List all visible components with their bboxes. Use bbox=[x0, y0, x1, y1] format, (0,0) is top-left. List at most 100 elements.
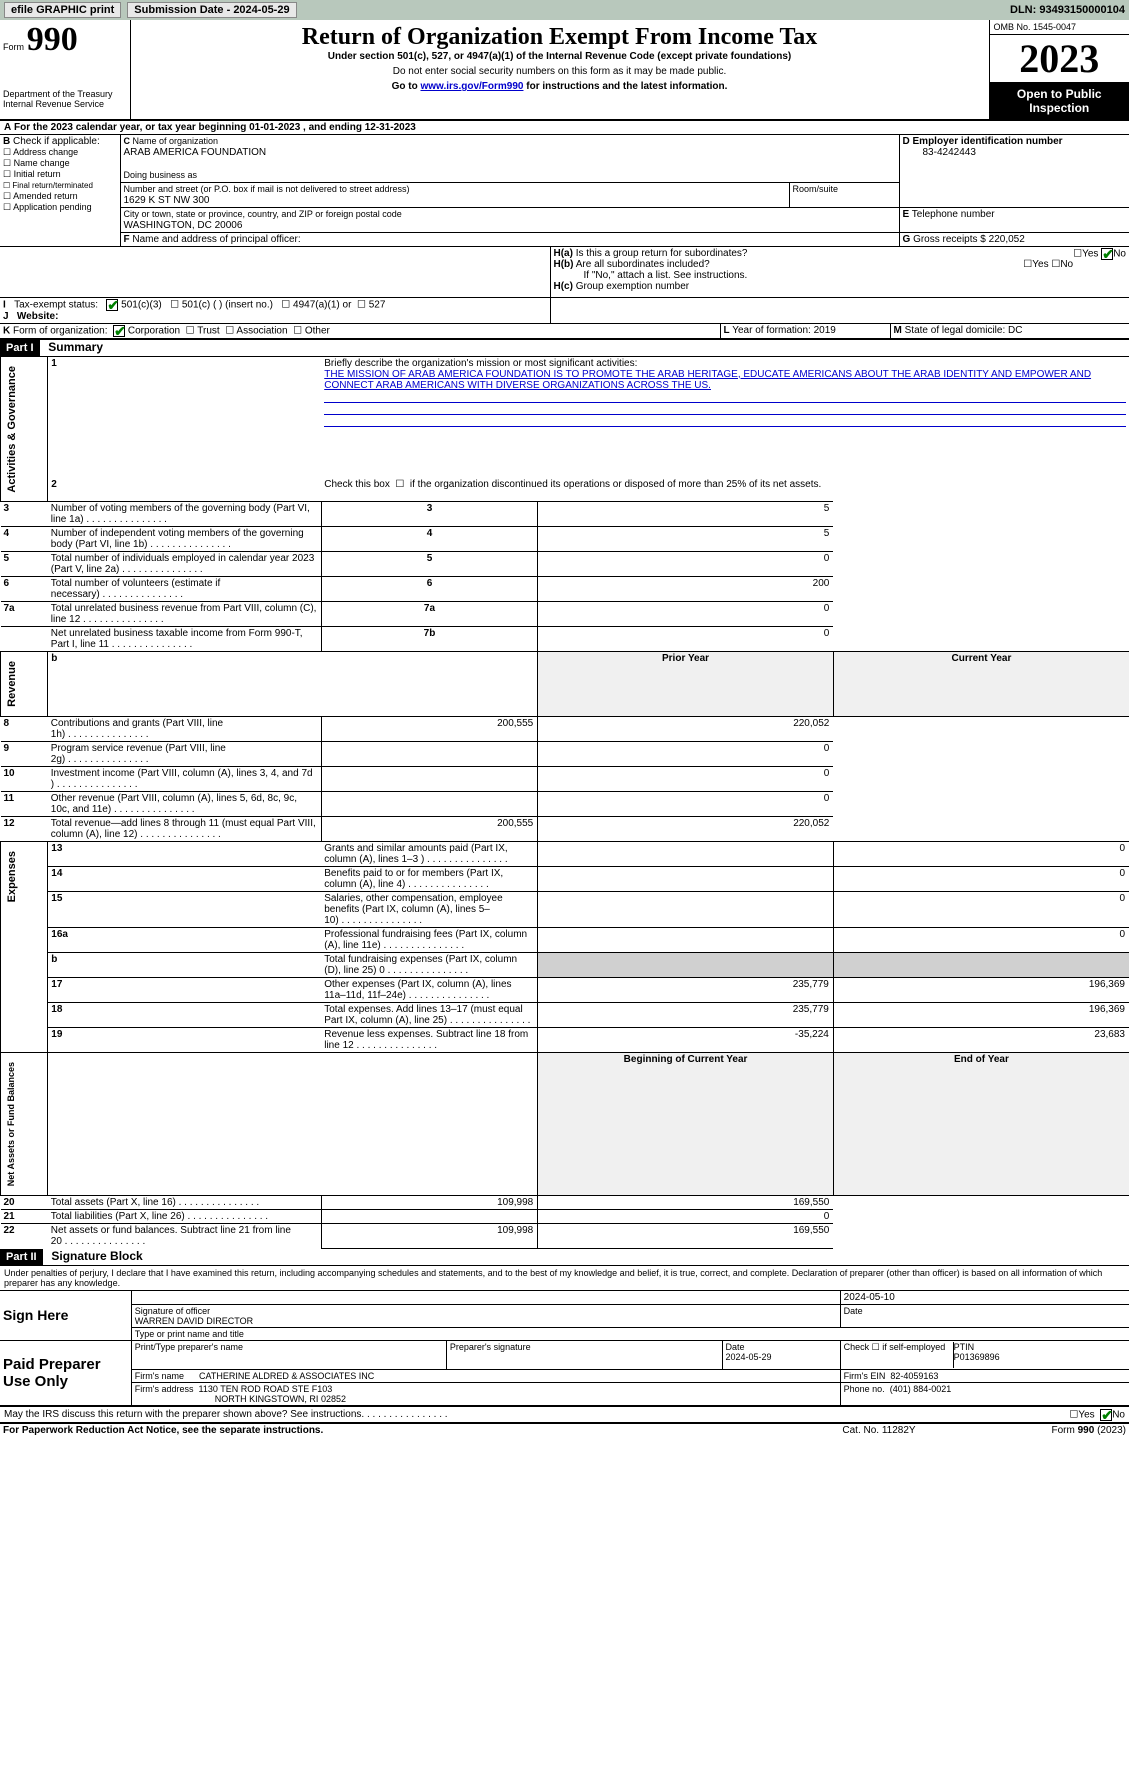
b-opt-3[interactable]: ☐ Final return/terminated bbox=[3, 181, 93, 190]
name-label: C Name of organization bbox=[124, 136, 219, 146]
prep-date-label: Date bbox=[726, 1342, 745, 1352]
current-year-header: Current Year bbox=[833, 652, 1129, 717]
discuss-no-checked[interactable] bbox=[1100, 1409, 1112, 1421]
revenue-label: Revenue bbox=[4, 653, 20, 715]
tax-year: 2023 bbox=[990, 35, 1129, 83]
officer-name: WARREN DAVID DIRECTOR bbox=[135, 1316, 253, 1326]
b-opt-4[interactable]: ☐ Amended return bbox=[3, 191, 78, 201]
form-number: 990 bbox=[27, 21, 78, 58]
hc-text: Group exemption number bbox=[576, 281, 689, 292]
k-l-m-block: K Form of organization: Corporation ☐ Tr… bbox=[0, 324, 1129, 340]
line2-text: Check this box ☐ if the organization dis… bbox=[321, 478, 1129, 501]
city-label: City or town, state or province, country… bbox=[124, 209, 402, 219]
501c3-checked[interactable] bbox=[106, 299, 118, 311]
date-label: Date bbox=[840, 1304, 1129, 1327]
b-opt-0[interactable]: ☐ Address change bbox=[3, 147, 78, 157]
ssn-note: Do not enter social security numbers on … bbox=[141, 66, 979, 77]
form-footer: Form 990 (2023) bbox=[979, 1424, 1129, 1437]
f-h-block: H(a) Is this a group return for subordin… bbox=[0, 247, 1129, 298]
discuss-no: No bbox=[1112, 1409, 1125, 1420]
opt-corp: Corporation bbox=[128, 325, 180, 336]
b-opt-5[interactable]: ☐ Application pending bbox=[3, 202, 92, 212]
street-value: 1629 K ST NW 300 bbox=[124, 195, 210, 206]
submission-date: Submission Date - 2024-05-29 bbox=[127, 2, 296, 18]
cat-no: Cat. No. 11282Y bbox=[779, 1424, 979, 1437]
activities-label: Activities & Governance bbox=[4, 358, 20, 501]
sig-officer-label: Signature of officer bbox=[135, 1306, 210, 1316]
opt-assoc: Association bbox=[236, 325, 287, 336]
phone-label-e: Telephone number bbox=[912, 209, 995, 220]
opt-trust: Trust bbox=[197, 325, 219, 336]
form-prefix: Form bbox=[3, 42, 24, 52]
domicile-label: State of legal domicile: bbox=[905, 325, 1006, 336]
begin-year-header: Beginning of Current Year bbox=[538, 1052, 834, 1195]
firm-ein-label: Firm's EIN bbox=[844, 1371, 886, 1381]
check-self-employed[interactable]: Check ☐ if self-employed bbox=[844, 1342, 954, 1368]
irs-label: Internal Revenue Service bbox=[3, 99, 127, 109]
paid-preparer-label: Paid Preparer Use Only bbox=[0, 1340, 131, 1406]
dba-label: Doing business as bbox=[124, 170, 198, 180]
discuss-row: May the IRS discuss this return with the… bbox=[0, 1407, 1129, 1424]
form-header: Form 990 Department of the Treasury Inte… bbox=[0, 20, 1129, 121]
opt-501c: 501(c) ( ) (insert no.) bbox=[182, 299, 273, 310]
prior-year-header: Prior Year bbox=[538, 652, 834, 717]
goto-line: Go to www.irs.gov/Form990 for instructio… bbox=[141, 81, 979, 92]
firm-name: CATHERINE ALDRED & ASSOCIATES INC bbox=[199, 1371, 374, 1381]
part1-badge: Part I bbox=[0, 340, 40, 356]
goto-prefix: Go to bbox=[392, 81, 421, 92]
signature-table: Sign Here 2024-05-10 Signature of office… bbox=[0, 1291, 1129, 1407]
print-name-label: Print/Type preparer's name bbox=[131, 1340, 446, 1369]
opt-other: Other bbox=[305, 325, 330, 336]
yes-label-2: Yes bbox=[1032, 259, 1048, 270]
omb: OMB No. 1545-0047 bbox=[990, 20, 1129, 35]
corp-checked[interactable] bbox=[113, 325, 125, 337]
part1-header-row: Part I Summary bbox=[0, 340, 1129, 357]
opt-527: 527 bbox=[369, 299, 386, 310]
ptin-value: P01369896 bbox=[954, 1352, 1000, 1362]
ha-no-checked[interactable] bbox=[1101, 248, 1113, 260]
no-label: No bbox=[1113, 249, 1126, 260]
firm-ein: 82-4059163 bbox=[890, 1371, 938, 1381]
efile-button[interactable]: efile GRAPHIC print bbox=[4, 2, 121, 18]
ha-text: Is this a group return for subordinates? bbox=[576, 248, 748, 259]
firm-addr2: NORTH KINGSTOWN, RI 02852 bbox=[135, 1394, 346, 1404]
dept-treasury: Department of the Treasury bbox=[3, 89, 127, 99]
b-opt-2[interactable]: ☐ Initial return bbox=[3, 169, 61, 179]
mission-text: THE MISSION OF ARAB AMERICA FOUNDATION I… bbox=[324, 369, 1091, 391]
open-public: Open to Public Inspection bbox=[990, 83, 1129, 119]
dln: DLN: 93493150000104 bbox=[1010, 4, 1125, 16]
firm-phone: (401) 884-0021 bbox=[890, 1384, 952, 1394]
part2-title: Signature Block bbox=[45, 1249, 142, 1263]
i-j-block: I Tax-exempt status: 501(c)(3) ☐ 501(c) … bbox=[0, 298, 1129, 324]
firm-addr-label: Firm's address bbox=[135, 1384, 194, 1394]
room-label: Room/suite bbox=[793, 184, 839, 194]
org-name: ARAB AMERICA FOUNDATION bbox=[124, 147, 267, 158]
form-title: Return of Organization Exempt From Incom… bbox=[141, 24, 979, 51]
firm-phone-label: Phone no. bbox=[844, 1384, 885, 1394]
gross-value: 220,052 bbox=[989, 234, 1025, 245]
discuss-text: May the IRS discuss this return with the… bbox=[4, 1409, 448, 1420]
line1-label: Briefly describe the organization's miss… bbox=[324, 358, 637, 369]
perjury-text: Under penalties of perjury, I declare th… bbox=[0, 1266, 1129, 1291]
no-label-2: No bbox=[1060, 259, 1073, 270]
ein-value: 83-4242443 bbox=[903, 147, 1127, 158]
yes-label: Yes bbox=[1082, 249, 1098, 260]
opt-4947: 4947(a)(1) or bbox=[293, 299, 351, 310]
hb-note: If "No," attach a list. See instructions… bbox=[554, 270, 748, 281]
ein-label: Employer identification number bbox=[913, 136, 1063, 147]
part1-title: Summary bbox=[42, 340, 103, 354]
firm-addr1: 1130 TEN ROD ROAD STE F103 bbox=[199, 1384, 333, 1394]
discuss-yes: Yes bbox=[1078, 1409, 1094, 1420]
officer-label: Name and address of principal officer: bbox=[132, 234, 300, 245]
paperwork-note: For Paperwork Reduction Act Notice, see … bbox=[3, 1425, 323, 1436]
part2-header-row: Part II Signature Block bbox=[0, 1249, 1129, 1266]
form-org-label: Form of organization: bbox=[13, 325, 108, 336]
street-label: Number and street (or P.O. box if mail i… bbox=[124, 184, 410, 194]
b-opt-1[interactable]: ☐ Name change bbox=[3, 158, 70, 168]
summary-table: Activities & Governance 1 Briefly descri… bbox=[0, 357, 1129, 1249]
irs-link[interactable]: www.irs.gov/Form990 bbox=[420, 81, 523, 92]
identity-block: B Check if applicable: ☐ Address change … bbox=[0, 135, 1129, 247]
hb-text: Are all subordinates included? bbox=[576, 259, 710, 270]
year-formation-label: Year of formation: bbox=[732, 325, 811, 336]
opt-501c3: 501(c)(3) bbox=[121, 299, 162, 310]
